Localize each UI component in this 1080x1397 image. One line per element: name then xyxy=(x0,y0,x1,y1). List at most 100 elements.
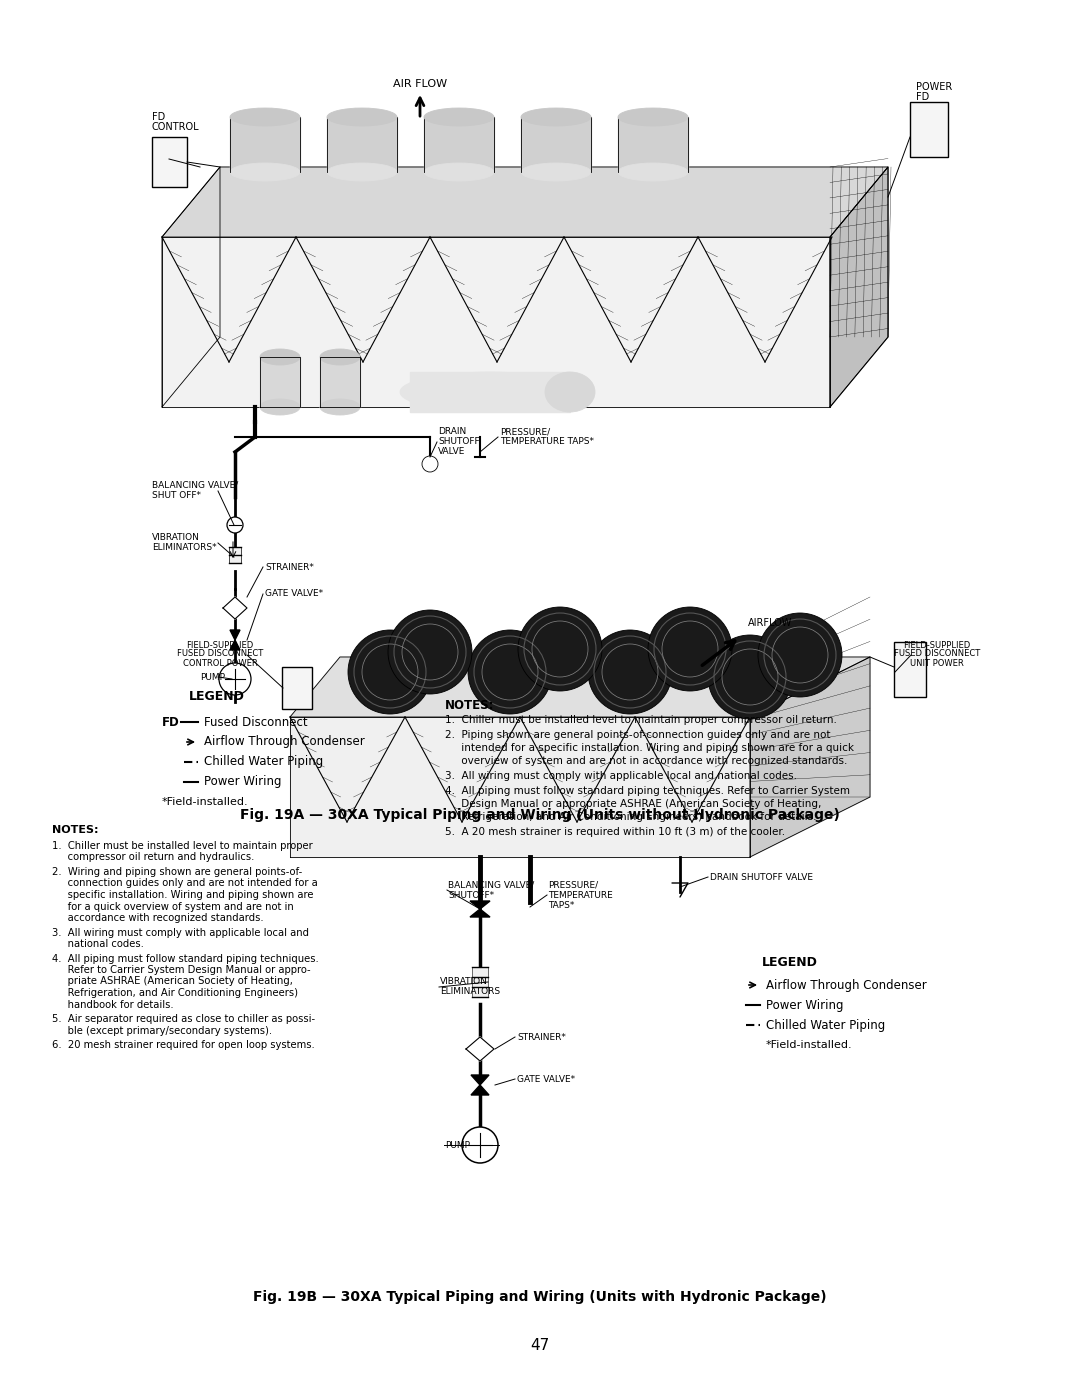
Text: Airflow Through Condenser: Airflow Through Condenser xyxy=(204,735,365,749)
Ellipse shape xyxy=(618,108,688,126)
Text: DRAIN: DRAIN xyxy=(438,427,467,436)
Text: 1.  Chiller must be installed level to maintain proper: 1. Chiller must be installed level to ma… xyxy=(52,841,313,851)
Ellipse shape xyxy=(230,108,300,126)
Ellipse shape xyxy=(320,400,360,415)
Circle shape xyxy=(518,608,602,692)
Text: TAPS*: TAPS* xyxy=(548,901,575,909)
Text: Chilled Water Piping: Chilled Water Piping xyxy=(204,756,323,768)
Ellipse shape xyxy=(400,372,580,412)
Ellipse shape xyxy=(327,108,397,126)
Polygon shape xyxy=(470,901,490,909)
Ellipse shape xyxy=(424,108,494,126)
Polygon shape xyxy=(230,117,300,172)
Text: for a quick overview of system and are not in: for a quick overview of system and are n… xyxy=(52,901,294,911)
Circle shape xyxy=(422,455,438,472)
Text: Power Wiring: Power Wiring xyxy=(204,775,282,788)
Ellipse shape xyxy=(327,163,397,182)
Text: BALANCING VALVE/: BALANCING VALVE/ xyxy=(448,880,535,890)
Text: LEGEND: LEGEND xyxy=(762,956,818,968)
Polygon shape xyxy=(162,168,888,237)
Text: STRAINER*: STRAINER* xyxy=(517,1032,566,1042)
Text: FUSED DISCONNECT: FUSED DISCONNECT xyxy=(177,650,264,658)
Text: 6.  20 mesh strainer required for open loop systems.: 6. 20 mesh strainer required for open lo… xyxy=(52,1039,314,1051)
Text: connection guides only and are not intended for a: connection guides only and are not inten… xyxy=(52,879,318,888)
Text: Airflow Through Condenser: Airflow Through Condenser xyxy=(766,978,927,992)
Polygon shape xyxy=(229,548,241,555)
Text: ELIMINATORS: ELIMINATORS xyxy=(440,988,500,996)
Text: SHUT OFF*: SHUT OFF* xyxy=(152,490,201,500)
Circle shape xyxy=(468,630,552,714)
Ellipse shape xyxy=(424,163,494,182)
Polygon shape xyxy=(472,977,488,988)
Polygon shape xyxy=(410,372,570,412)
Circle shape xyxy=(758,613,842,697)
Text: PUMP: PUMP xyxy=(445,1140,470,1150)
Polygon shape xyxy=(471,1085,489,1095)
Ellipse shape xyxy=(521,163,591,182)
Text: 2.  Wiring and piping shown are general points-of-: 2. Wiring and piping shown are general p… xyxy=(52,868,302,877)
Text: handbook for details.: handbook for details. xyxy=(52,999,174,1010)
Text: PRESSURE/: PRESSURE/ xyxy=(548,880,598,890)
Text: Fused Disconnect: Fused Disconnect xyxy=(204,715,308,728)
Text: intended for a specific installation. Wiring and piping shown are for a quick: intended for a specific installation. Wi… xyxy=(445,743,854,753)
Text: PUMP: PUMP xyxy=(200,672,225,682)
Polygon shape xyxy=(521,117,591,172)
Polygon shape xyxy=(162,237,831,407)
Bar xyxy=(894,643,926,697)
Bar xyxy=(152,137,187,187)
Text: SHUTOFF: SHUTOFF xyxy=(438,437,480,447)
Text: overview of system and are not in accordance with recognized standards.: overview of system and are not in accord… xyxy=(445,756,848,766)
Polygon shape xyxy=(320,358,360,407)
Ellipse shape xyxy=(230,163,300,182)
Text: NOTES:: NOTES: xyxy=(445,698,495,712)
Text: PRESSURE/: PRESSURE/ xyxy=(500,427,550,436)
Text: ble (except primary/secondary systems).: ble (except primary/secondary systems). xyxy=(52,1025,272,1035)
Circle shape xyxy=(588,630,672,714)
Ellipse shape xyxy=(521,108,591,126)
Polygon shape xyxy=(472,988,488,997)
Ellipse shape xyxy=(260,349,300,365)
Circle shape xyxy=(388,610,472,694)
Polygon shape xyxy=(162,168,220,407)
Text: 1.  Chiller must be installed level to maintain proper compressor oil return.: 1. Chiller must be installed level to ma… xyxy=(445,715,837,725)
Text: GATE VALVE*: GATE VALVE* xyxy=(517,1074,576,1084)
Text: TEMPERATURE: TEMPERATURE xyxy=(548,890,612,900)
Text: NOTES:: NOTES: xyxy=(52,826,98,835)
Text: compressor oil return and hydraulics.: compressor oil return and hydraulics. xyxy=(52,852,255,862)
Polygon shape xyxy=(831,168,888,407)
Polygon shape xyxy=(230,630,240,640)
Polygon shape xyxy=(831,168,888,407)
Polygon shape xyxy=(260,358,300,407)
Text: POWER: POWER xyxy=(916,82,953,92)
Circle shape xyxy=(648,608,732,692)
Text: Refer to Carrier System Design Manual or appro-: Refer to Carrier System Design Manual or… xyxy=(52,965,311,975)
Polygon shape xyxy=(470,909,490,916)
Polygon shape xyxy=(291,657,870,717)
Text: AIR FLOW: AIR FLOW xyxy=(393,80,447,89)
Text: GATE VALVE*: GATE VALVE* xyxy=(265,590,323,598)
Ellipse shape xyxy=(545,372,595,412)
Polygon shape xyxy=(230,640,240,650)
Text: VIBRATION: VIBRATION xyxy=(152,532,200,542)
Text: FD: FD xyxy=(162,715,179,728)
Polygon shape xyxy=(471,1076,489,1085)
Text: Refrigeration, and Air Conditioning Engineers) handbook for details.: Refrigeration, and Air Conditioning Engi… xyxy=(445,812,816,821)
Text: priate ASHRAE (American Society of Heating,: priate ASHRAE (American Society of Heati… xyxy=(52,977,293,986)
Polygon shape xyxy=(291,717,750,856)
Text: BALANCING VALVE/: BALANCING VALVE/ xyxy=(152,481,239,489)
Text: 47: 47 xyxy=(530,1337,550,1352)
Text: Chilled Water Piping: Chilled Water Piping xyxy=(766,1018,886,1031)
Text: CONTROL POWER: CONTROL POWER xyxy=(183,658,257,668)
Text: Fig. 19B — 30XA Typical Piping and Wiring (Units with Hydronic Package): Fig. 19B — 30XA Typical Piping and Wirin… xyxy=(253,1289,827,1303)
Polygon shape xyxy=(222,597,247,619)
Text: *Field-installed.: *Field-installed. xyxy=(766,1039,852,1051)
Text: 3.  All wiring must comply with applicable local and national codes.: 3. All wiring must comply with applicabl… xyxy=(445,771,797,781)
Text: Design Manual or appropriate ASHRAE (American Society of Heating,: Design Manual or appropriate ASHRAE (Ame… xyxy=(445,799,822,809)
Text: 4.  All piping must follow standard piping techniques. Refer to Carrier System: 4. All piping must follow standard pipin… xyxy=(445,787,850,796)
Text: 4.  All piping must follow standard piping techniques.: 4. All piping must follow standard pipin… xyxy=(52,954,319,964)
Bar xyxy=(282,666,312,710)
Text: FD: FD xyxy=(152,112,165,122)
Circle shape xyxy=(462,1127,498,1162)
Text: CONTROL: CONTROL xyxy=(152,122,200,131)
Ellipse shape xyxy=(618,163,688,182)
